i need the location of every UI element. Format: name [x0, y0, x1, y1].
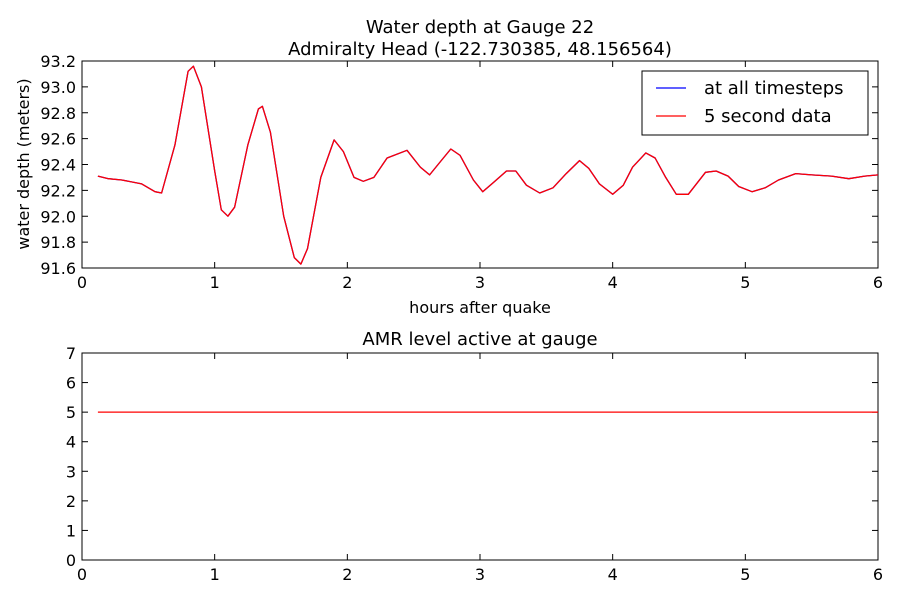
- chart-2-x-tick-label: 1: [210, 565, 220, 584]
- chart-2-y-tick-label: 1: [66, 521, 76, 540]
- chart-1-x-tick-label: 5: [740, 273, 750, 292]
- chart-1-y-tick-label: 93.0: [40, 78, 76, 97]
- legend-box: [641, 70, 869, 136]
- chart-1-x-axis-label: hours after quake: [409, 298, 551, 317]
- chart-1-x-tick-label: 6: [873, 273, 883, 292]
- chart-1-y-tick-label: 92.2: [40, 181, 76, 200]
- chart-1-title: Water depth at Gauge 22: [366, 17, 594, 38]
- chart-1-legend: at all timesteps 5 second data: [641, 70, 869, 136]
- chart-1-subtitle: Admiralty Head (-122.730385, 48.156564): [288, 39, 672, 60]
- chart-1-y-tick-label: 92.8: [40, 104, 76, 123]
- chart-2-x-tick-label: 0: [77, 565, 87, 584]
- chart-1-x-tick-label: 4: [608, 273, 618, 292]
- chart-2-x-tick-label: 2: [342, 565, 352, 584]
- chart-2-y-tick-label: 4: [66, 433, 76, 452]
- chart-1-series-line-2: [97, 65, 878, 265]
- chart-2-y-tick-label: 2: [66, 492, 76, 511]
- chart-1-x-tick-label: 0: [77, 273, 87, 292]
- chart-2-x-tick-label: 4: [608, 565, 618, 584]
- chart-1-x-tick-label: 2: [342, 273, 352, 292]
- chart-1-y-tick-label: 92.4: [40, 156, 76, 175]
- chart-2-y-tick-label: 0: [66, 551, 76, 570]
- chart-1-y-tick-label: 93.2: [40, 52, 76, 71]
- chart-2-x-tick-label: 6: [873, 565, 883, 584]
- chart-2-y-tick-label: 3: [66, 462, 76, 481]
- chart-2-frame: [81, 352, 879, 561]
- chart-2-y-tick-label: 5: [66, 403, 76, 422]
- chart-1-plot: 0 1 2 3 4 5 6 91.6 91.8 92.0 92.2 92.4 92.6 92.8 93.0 9…: [40, 52, 883, 292]
- chart-1-x-tick-label: 3: [475, 273, 485, 292]
- chart-1-y-tick-label: 91.6: [40, 259, 76, 278]
- chart-1-y-axis-label: water depth (meters): [14, 78, 33, 249]
- chart-1-y-tick-label: 92.0: [40, 207, 76, 226]
- legend-label: 5 second data: [704, 106, 832, 127]
- chart-1-x-tick-label: 1: [210, 273, 220, 292]
- chart-2-title: AMR level active at gauge: [362, 329, 597, 350]
- legend-label: at all timesteps: [704, 78, 844, 99]
- chart-1-y-tick-label: 91.8: [40, 233, 76, 252]
- chart-2-plot: 0 1 2 3 4 5 6 0 1 2 3 4 5 6 7: [66, 344, 883, 584]
- chart-2-x-tick-label: 5: [740, 565, 750, 584]
- chart-2-y-tick-label: 6: [66, 374, 76, 393]
- chart-1-y-tick-label: 92.6: [40, 130, 76, 149]
- chart-2-y-tick-label: 7: [66, 344, 76, 363]
- chart-2-x-tick-label: 3: [475, 565, 485, 584]
